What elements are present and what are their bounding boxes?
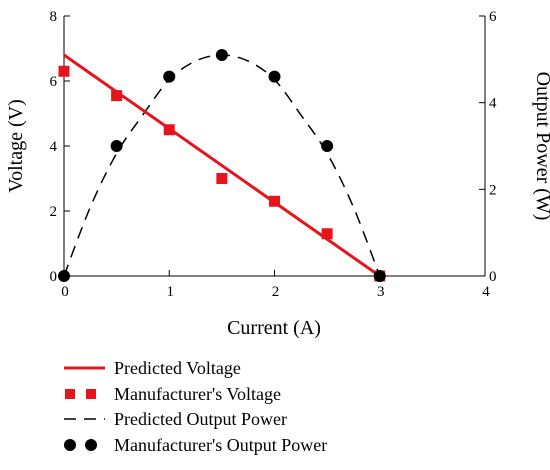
data-point-manufacturer-s-voltage [216,173,228,184]
data-point-manufacturer-s-output-power [215,49,228,61]
y-left-tick-label: 2 [50,204,58,220]
data-point-manufacturer-s-output-power [321,140,334,152]
data-point-manufacturer-s-voltage [111,90,123,102]
legend-swatch-square [86,389,96,399]
y-left-tick-label: 4 [50,139,58,155]
data-point-manufacturer-s-output-power [110,140,123,152]
data-point-manufacturer-s-output-power [163,70,176,83]
y-right-tick-label: 6 [489,9,497,25]
data-point-manufacturer-s-output-power [58,270,70,282]
data-point-manufacturer-s-voltage [321,228,333,240]
data-point-manufacturer-s-voltage [269,195,280,207]
y-right-tick-label: 0 [489,269,497,285]
legend-item-manufacturers-output-power: Manufacturer's Output Power [64,435,327,455]
legend-item-predicted-output-power: Predicted Output Power [64,409,287,429]
legend-label: Manufacturer's Output Power [114,435,327,455]
x-axis-title: Current (A) [227,317,321,339]
y-right-tick-label: 4 [489,96,497,112]
data-point-manufacturer-s-output-power [268,70,281,83]
x-tick-label: 0 [61,284,69,300]
series-line-predicted-voltage [63,53,381,278]
y-right-tick-label: 2 [489,182,497,198]
legend-label: Predicted Voltage [114,358,241,378]
y-axis-left-title: Voltage (V) [5,99,27,193]
data-point-manufacturer-s-voltage [163,124,175,136]
series-layer [58,49,386,282]
legend-item-manufacturers-voltage: Manufacturer's Voltage [65,384,281,404]
legend: Predicted Voltage Manufacturer's Voltage… [64,358,327,455]
y-left-tick-label: 0 [50,269,58,285]
x-tick-label: 2 [272,284,280,300]
legend-item-predicted-voltage: Predicted Voltage [64,358,241,378]
x-tick-label: 4 [482,284,490,300]
legend-label: Predicted Output Power [114,409,287,429]
plot-frame [63,16,486,277]
legend-swatch-square [65,389,75,399]
y-left-tick-label: 6 [50,74,58,90]
data-point-manufacturer-s-voltage [58,65,70,77]
data-point-manufacturer-s-output-power [373,270,386,282]
x-tick-label: 3 [377,284,385,300]
legend-label: Manufacturer's Voltage [114,384,281,404]
x-tick-label: 1 [167,284,175,300]
y-left-tick-label: 8 [50,9,58,25]
y-axis-right-title: Output Power (W) [532,72,550,221]
legend-swatch-circle [85,439,97,451]
legend-swatch-circle [64,439,76,451]
